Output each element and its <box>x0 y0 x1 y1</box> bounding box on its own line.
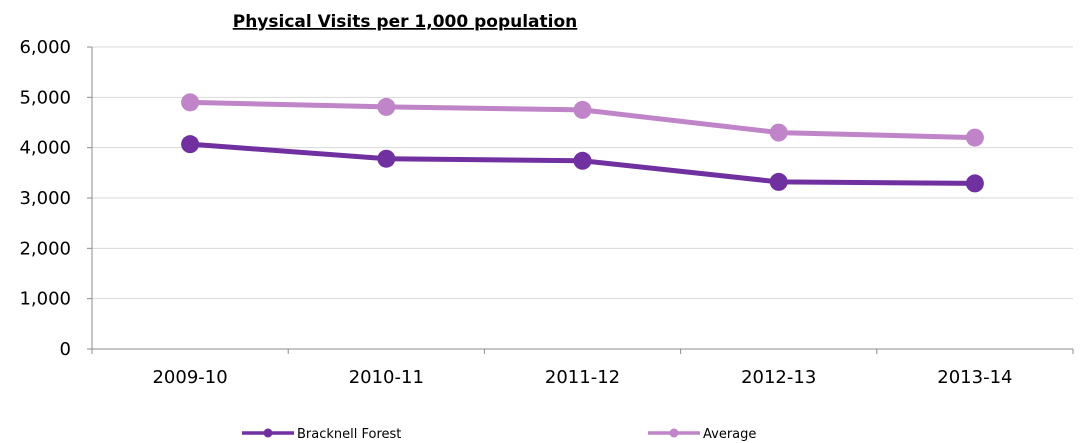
data-point-bracknell-forest <box>573 151 592 170</box>
legend-item-bracknell-forest: Bracknell Forest <box>242 427 401 442</box>
gridlines <box>92 46 1073 300</box>
x-tick-label: 2009-10 <box>152 367 227 388</box>
axes <box>87 46 1074 354</box>
data-point-bracknell-forest <box>965 174 984 193</box>
x-tick-label: 2013-14 <box>937 367 1012 388</box>
data-point-average <box>181 93 200 112</box>
chart-title: Physical Visits per 1,000 population <box>233 12 578 32</box>
legend-marker <box>263 428 273 438</box>
data-point-average <box>769 123 788 142</box>
legend: Bracknell Forest Average <box>242 427 756 442</box>
data-point-bracknell-forest <box>181 135 200 154</box>
y-tick-label: 6,000 <box>19 37 71 58</box>
legend-label: Average <box>703 427 756 442</box>
legend-marker <box>669 428 679 438</box>
data-point-average <box>573 100 592 119</box>
legend-item-average: Average <box>648 427 756 442</box>
y-tick-label: 4,000 <box>19 138 71 159</box>
y-axis-ticks: 0 1,000 2,000 3,000 4,000 5,000 6,000 <box>19 37 71 360</box>
y-tick-label: 5,000 <box>19 87 71 108</box>
data-point-average <box>377 97 396 116</box>
data-point-bracknell-forest <box>769 172 788 191</box>
x-tick-label: 2011-12 <box>545 367 620 388</box>
data-point-average <box>965 128 984 147</box>
y-tick-label: 2,000 <box>19 238 71 259</box>
y-tick-label: 0 <box>60 339 71 360</box>
series-layer <box>181 93 984 193</box>
y-tick-label: 3,000 <box>19 188 71 209</box>
y-tick-label: 1,000 <box>19 289 71 310</box>
x-tick-label: 2012-13 <box>741 367 816 388</box>
legend-label: Bracknell Forest <box>297 427 401 442</box>
x-tick-label: 2010-11 <box>349 367 424 388</box>
data-point-bracknell-forest <box>377 149 396 168</box>
x-axis-ticks: 2009-10 2010-11 2011-12 2012-13 2013-14 <box>152 367 1012 388</box>
